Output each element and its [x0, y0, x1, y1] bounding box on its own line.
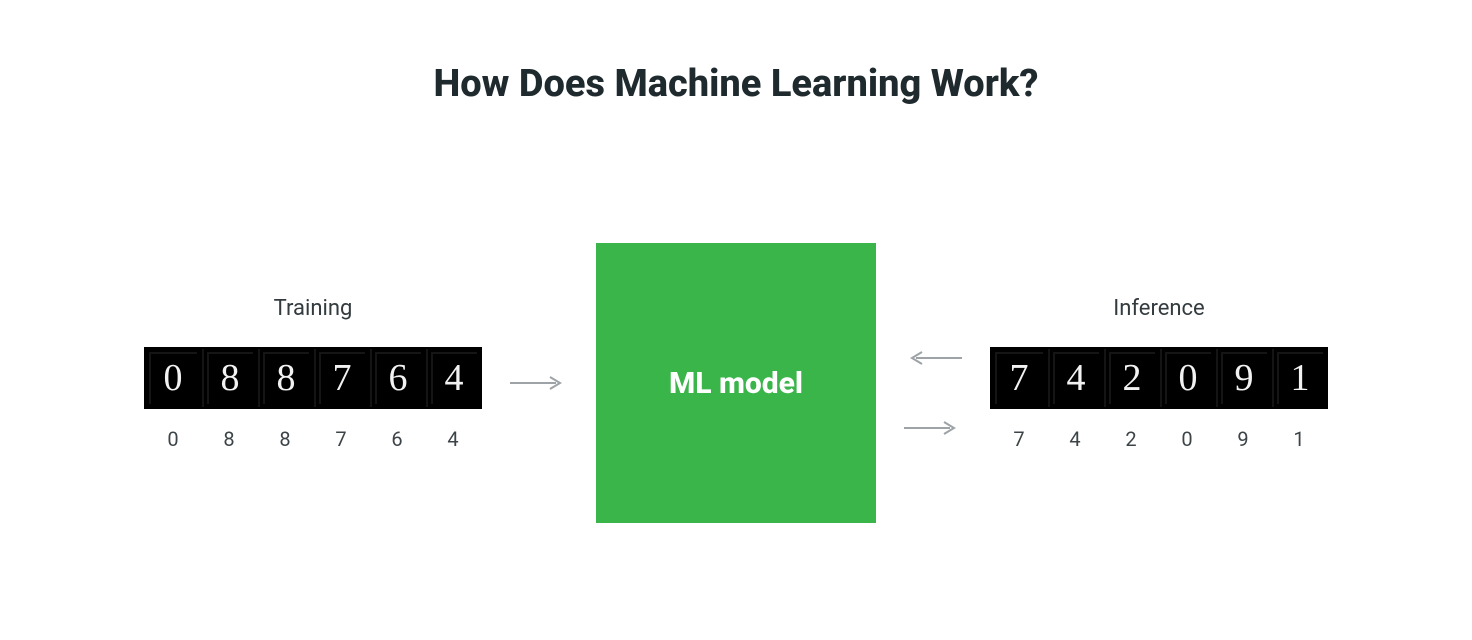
- inference-digit-label: 2: [1104, 427, 1158, 451]
- training-digit-cell: 7: [314, 349, 368, 407]
- training-digit-label: 6: [370, 427, 424, 451]
- diagram-title: How Does Machine Learning Work?: [433, 62, 1038, 106]
- training-digit-strip: 088764: [144, 347, 482, 409]
- inference-digit-label: 9: [1216, 427, 1270, 451]
- training-digit-label: 0: [146, 427, 200, 451]
- training-digit-label: 8: [258, 427, 312, 451]
- inference-label: Inference: [1113, 296, 1204, 321]
- arrow-training-to-model-icon: [510, 374, 568, 392]
- inference-digit-cell: 4: [1048, 349, 1102, 407]
- training-digit-cell: 0: [146, 349, 200, 407]
- training-section: Training 088764 088764: [144, 296, 482, 451]
- inference-digit-labels: 742091: [992, 427, 1326, 451]
- arrow-model-to-inference-icon: [904, 419, 962, 437]
- inference-section: Inference 742091 742091: [990, 296, 1328, 451]
- inference-digit-label: 7: [992, 427, 1046, 451]
- ml-model-box: ML model: [596, 243, 876, 523]
- inference-digit-cell: 2: [1104, 349, 1158, 407]
- inference-digit-cell: 9: [1216, 349, 1270, 407]
- inference-digit-label: 4: [1048, 427, 1102, 451]
- training-digit-label: 8: [202, 427, 256, 451]
- inference-digit-cell: 7: [992, 349, 1046, 407]
- training-digit-cell: 8: [202, 349, 256, 407]
- training-digit-labels: 088764: [146, 427, 480, 451]
- inference-digit-label: 0: [1160, 427, 1214, 451]
- inference-arrow-group: [904, 329, 962, 437]
- inference-digit-label: 1: [1272, 427, 1326, 451]
- diagram-root: How Does Machine Learning Work? Training…: [0, 0, 1472, 640]
- arrow-inference-to-model-icon: [904, 349, 962, 367]
- inference-digit-strip: 742091: [990, 347, 1328, 409]
- inference-digit-cell: 1: [1272, 349, 1326, 407]
- inference-digit-cell: 0: [1160, 349, 1214, 407]
- training-digit-cell: 8: [258, 349, 312, 407]
- training-digit-cell: 4: [426, 349, 480, 407]
- training-digit-label: 4: [426, 427, 480, 451]
- training-digit-label: 7: [314, 427, 368, 451]
- training-label: Training: [274, 296, 353, 321]
- diagram-body: Training 088764 088764 ML model: [0, 106, 1472, 640]
- training-digit-cell: 6: [370, 349, 424, 407]
